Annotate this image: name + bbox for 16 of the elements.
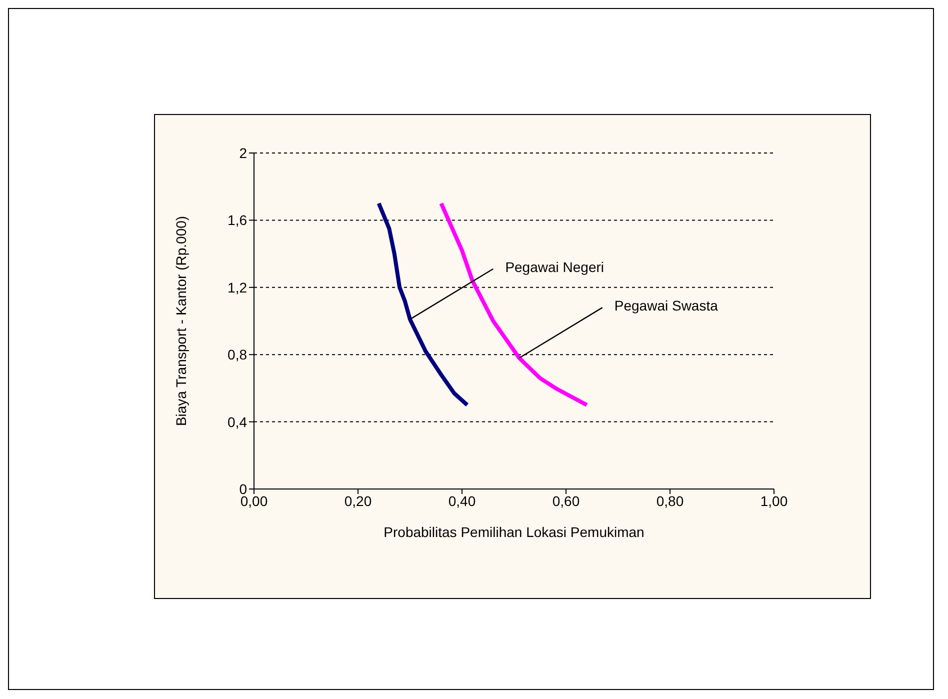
y-tick-label: 0,8 [228,346,248,363]
x-tick-label: 1,00 [760,492,788,509]
line-series [376,201,470,407]
y-tick-label: 1,6 [228,212,248,228]
x-tick-label: 0,80 [656,492,684,509]
text: Pegawai Swasta [614,298,718,314]
y-tick-label: 1,2 [228,279,248,296]
x-tick-label: 0,60 [552,492,580,509]
x-tick-label: 0,40 [448,492,476,509]
x-axis-title: Probabilitas Pemilihan Lokasi Pemukiman [384,524,644,540]
x-tick-label: 0,20 [344,492,372,509]
y-tick-label: 2 [239,144,248,161]
y-tick-label: 0,4 [228,414,248,430]
text: Pegawai Negeri [505,258,604,275]
y-tick-label: 0 [239,480,248,497]
y-axis-title: Biaya Transport - Kantor (Rp.000) [172,216,189,426]
